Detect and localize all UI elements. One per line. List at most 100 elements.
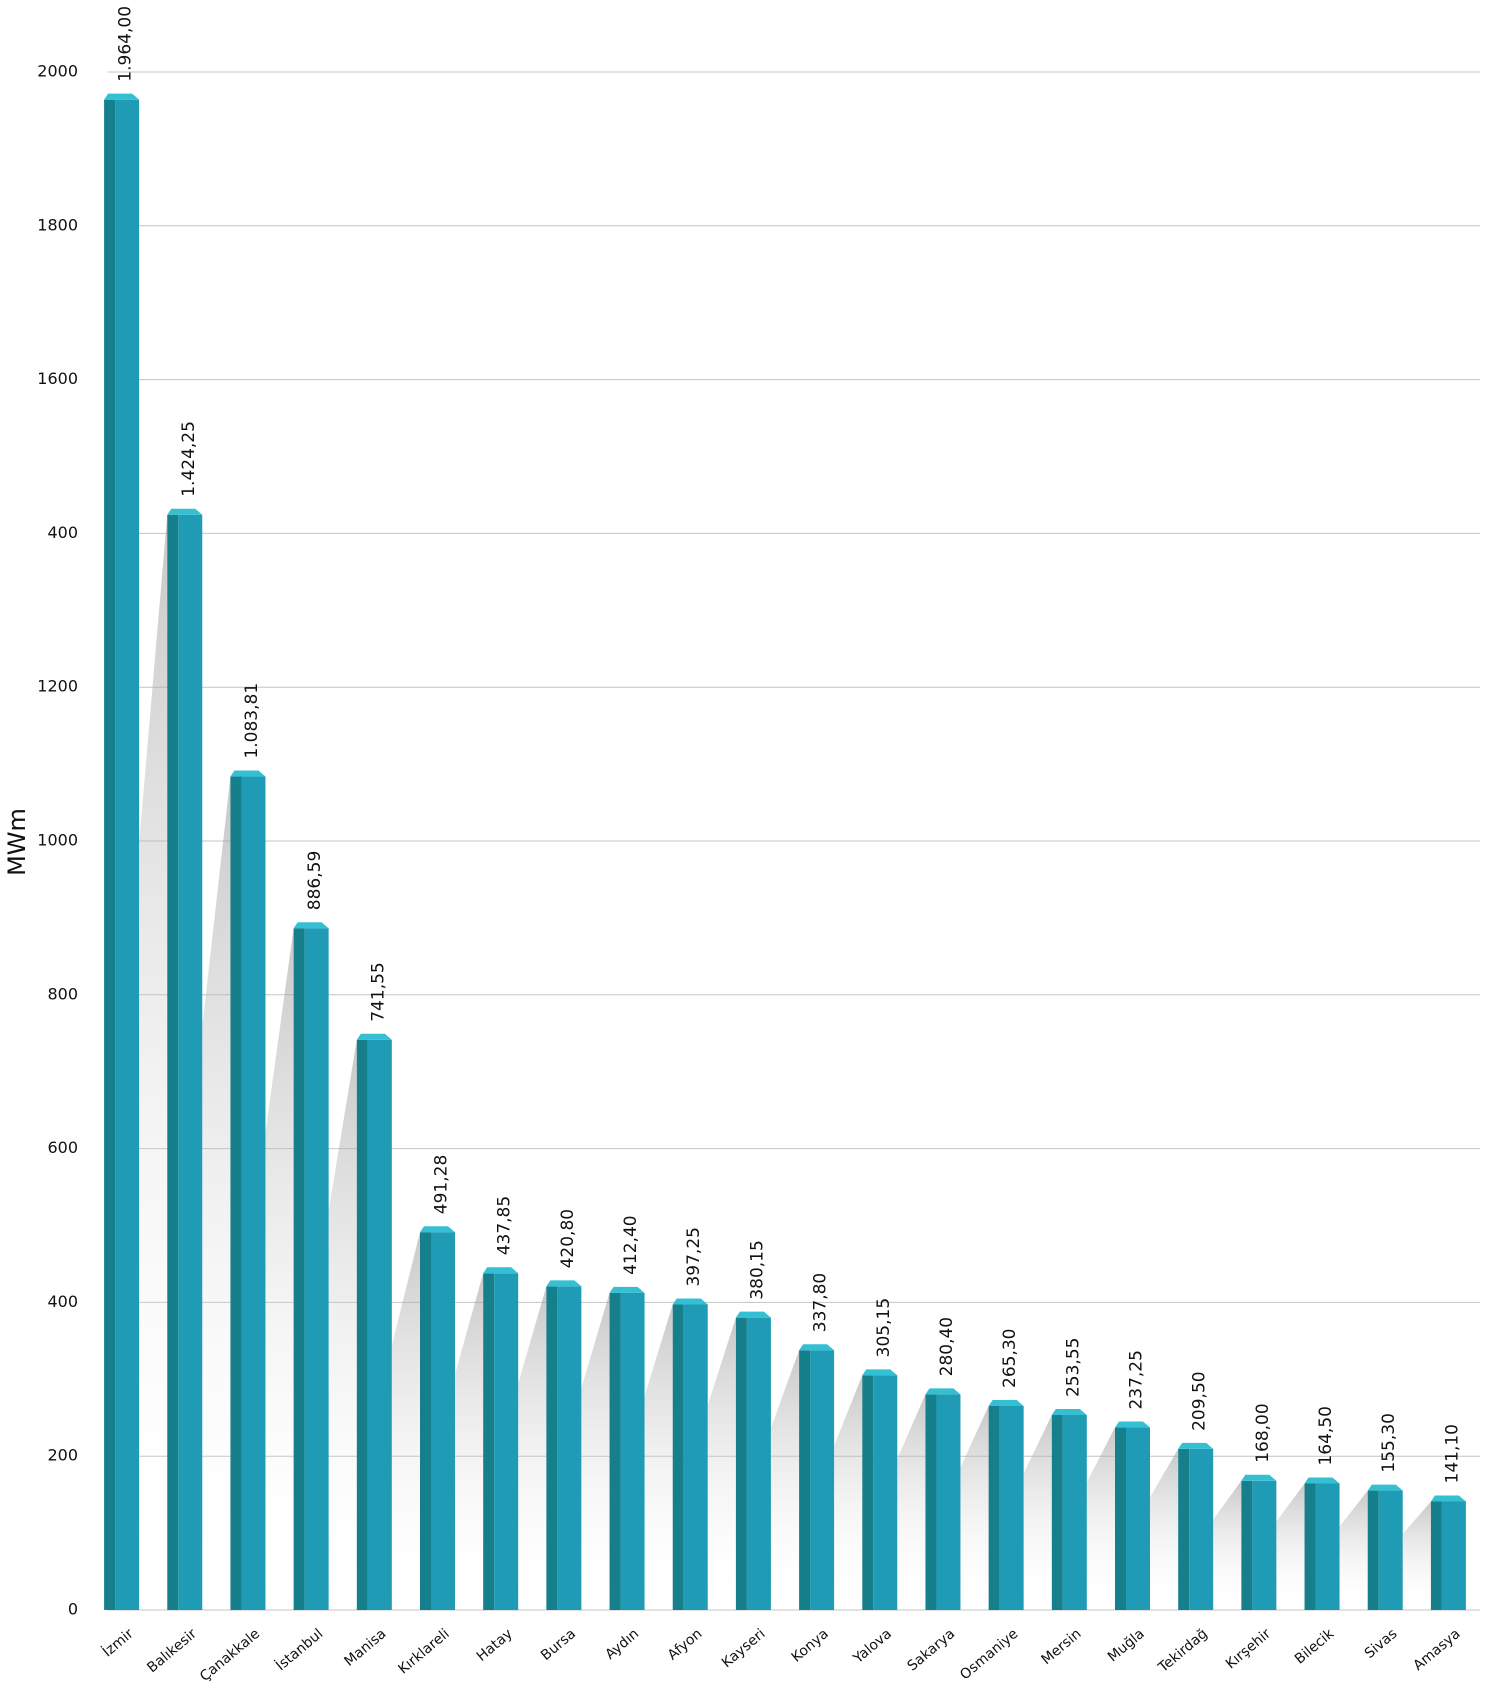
bar — [735, 1311, 771, 1610]
shadow — [1213, 1480, 1242, 1610]
bar-front — [557, 1286, 582, 1610]
bar-top — [1115, 1421, 1150, 1428]
x-tick-label: Hatay — [474, 1626, 516, 1665]
x-tick-label: Balıkesir — [144, 1626, 200, 1676]
bar-top — [356, 1033, 392, 1040]
x-tick-label: Osmaniye — [957, 1626, 1021, 1683]
bar — [167, 508, 203, 1611]
bar-side — [1304, 1483, 1316, 1610]
shadow — [770, 1350, 800, 1610]
bar-side — [1367, 1490, 1379, 1610]
bar-front — [1315, 1483, 1340, 1610]
bar-front — [494, 1273, 519, 1610]
bar-front — [936, 1394, 961, 1610]
bar-top — [167, 508, 203, 515]
shadow — [1402, 1501, 1431, 1610]
x-tick-label: Mersin — [1039, 1626, 1085, 1668]
y-tick-label: 200 — [47, 1446, 78, 1465]
bar-front — [810, 1350, 835, 1610]
bar-side — [104, 99, 116, 1611]
y-tick-label: 2000 — [37, 62, 78, 81]
bar-front — [241, 776, 266, 1610]
shadow — [328, 1039, 357, 1610]
data-label: 437,85 — [495, 1196, 515, 1255]
bar-side — [483, 1273, 495, 1610]
x-tick-label: Yalova — [850, 1626, 895, 1668]
bar — [1304, 1477, 1340, 1610]
bar-side — [988, 1405, 1000, 1610]
bar — [483, 1267, 519, 1610]
bar-top — [1304, 1477, 1340, 1484]
bar-front — [1189, 1448, 1214, 1610]
shadow — [1086, 1427, 1115, 1610]
shadow — [455, 1273, 484, 1610]
data-label: 1.083,81 — [242, 683, 262, 759]
data-label: 155,30 — [1379, 1413, 1399, 1472]
bar — [988, 1399, 1024, 1610]
x-tick-label: Bursa — [538, 1626, 579, 1664]
bar-side — [420, 1232, 431, 1610]
shadow — [265, 928, 294, 1610]
bar-top — [546, 1280, 582, 1287]
bar-side — [862, 1375, 874, 1610]
bar — [356, 1033, 392, 1610]
shadow — [391, 1232, 420, 1610]
bar-front — [1252, 1480, 1277, 1610]
shadow — [1339, 1490, 1368, 1610]
bar-top — [293, 922, 329, 929]
y-tick-label: 800 — [47, 984, 78, 1003]
bar-front — [620, 1292, 645, 1610]
bar-front — [367, 1039, 392, 1610]
bar — [546, 1280, 582, 1610]
bar-top — [735, 1311, 771, 1318]
bar-front — [873, 1375, 898, 1610]
bar-top — [1367, 1484, 1403, 1491]
data-label: 265,30 — [1000, 1328, 1020, 1387]
shadow — [581, 1292, 610, 1610]
x-tick-label: Kırklareli — [395, 1626, 452, 1678]
data-label: 209,50 — [1190, 1371, 1210, 1430]
bar-top — [1178, 1442, 1214, 1449]
bar-top — [1241, 1474, 1277, 1481]
bar-front — [1062, 1415, 1087, 1610]
shadow — [707, 1317, 736, 1610]
data-label: 305,15 — [874, 1298, 894, 1357]
x-tick-label: Kayseri — [719, 1626, 769, 1671]
bar-side — [546, 1286, 558, 1610]
y-tick-label: 0 — [68, 1600, 78, 1619]
bar-side — [799, 1350, 811, 1610]
bar — [925, 1388, 961, 1610]
shadow — [518, 1286, 547, 1610]
shadow — [960, 1405, 989, 1610]
bar — [230, 770, 266, 1610]
bar-top — [988, 1399, 1024, 1406]
y-tick-label: 400 — [47, 523, 78, 542]
bar-front — [304, 928, 329, 1610]
bar — [799, 1344, 835, 1610]
bar — [1430, 1495, 1466, 1610]
x-tick-label: Çanakkale — [197, 1626, 263, 1685]
bar-side — [672, 1304, 684, 1610]
shadow — [834, 1375, 863, 1610]
bar — [862, 1369, 898, 1610]
bar — [1178, 1442, 1214, 1610]
data-label: 886,59 — [305, 851, 325, 910]
y-tick-label: 600 — [47, 1138, 78, 1157]
bar-side — [230, 776, 242, 1610]
x-tick-label: Bilecik — [1292, 1625, 1338, 1667]
bar-front — [999, 1405, 1024, 1610]
bar — [1115, 1421, 1150, 1610]
x-tick-label: Muğla — [1105, 1626, 1148, 1665]
bar-side — [1051, 1415, 1063, 1610]
shadow — [202, 776, 231, 1610]
bar-side — [735, 1317, 747, 1610]
bar-front — [115, 99, 140, 1611]
shadow — [1023, 1415, 1052, 1610]
x-tick-label: İzmir — [99, 1624, 137, 1660]
data-label: 337,80 — [811, 1273, 831, 1332]
y-tick-label: 1200 — [37, 677, 78, 696]
bar-top — [483, 1267, 519, 1274]
x-tick-label: Tekirdağ — [1155, 1626, 1211, 1677]
y-tick-label: 1800 — [37, 215, 78, 234]
